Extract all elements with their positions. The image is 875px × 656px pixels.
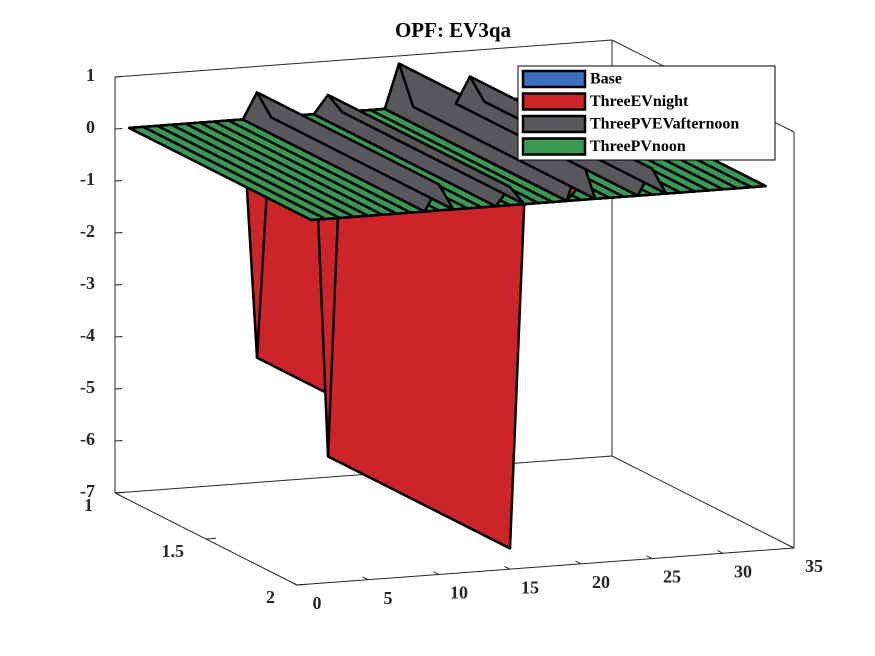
chart-title: OPF: EV3qa: [395, 18, 512, 42]
z-tick: [114, 335, 123, 338]
z-tick-label: -5: [80, 377, 95, 397]
z-tick-label: 0: [86, 117, 95, 137]
x-tick: [291, 581, 298, 586]
y-tick: [296, 583, 307, 586]
x-tick: [646, 555, 653, 560]
x-tick-label: 20: [592, 572, 610, 592]
z-tick: [114, 387, 123, 390]
z-tick: [114, 179, 123, 182]
z-tick: [114, 439, 123, 442]
x-tick-label: 5: [384, 588, 393, 608]
x-tick: [575, 560, 582, 565]
x-tick: [362, 576, 369, 581]
z-tick: [114, 127, 123, 130]
x-tick-label: 15: [521, 577, 539, 597]
z-tick: [114, 491, 123, 494]
z-tick: [114, 231, 123, 234]
y-tick: [205, 537, 216, 540]
axis-line: [296, 547, 795, 586]
legend-label: ThreeEVnight: [590, 93, 689, 110]
z-tick: [114, 283, 123, 286]
z-tick-label: -2: [80, 221, 95, 241]
y-tick-label: 2: [266, 587, 275, 607]
y-tick-label: 1.5: [162, 541, 185, 561]
axis-line: [114, 39, 613, 78]
ribbon-face: [326, 93, 526, 206]
x-tick-label: 0: [313, 593, 322, 613]
z-tick-label: -6: [80, 429, 95, 449]
legend-label: ThreePVnoon: [590, 138, 686, 155]
z-tick-label: -7: [80, 481, 95, 501]
x-tick-label: 30: [734, 561, 752, 581]
z-tick-label: 1: [86, 65, 95, 85]
legend-swatch: [521, 92, 587, 111]
y-tick-label: 1: [84, 495, 93, 515]
x-tick: [433, 571, 440, 575]
x-tick-label: 25: [663, 567, 681, 587]
x-tick: [717, 550, 724, 554]
z-tick-label: -4: [80, 325, 95, 345]
legend-swatch: [521, 69, 587, 89]
legend-swatch: [521, 114, 587, 134]
legend-label: ThreePVEVafternoon: [590, 116, 739, 133]
x-tick-label: 35: [805, 556, 823, 576]
z-tick-label: -1: [80, 169, 95, 189]
z-tick: [114, 75, 123, 78]
legend-swatch: [521, 137, 587, 156]
x-tick: [788, 544, 795, 549]
axis-line: [611, 455, 795, 549]
legend-label: Base: [590, 71, 622, 88]
x-tick: [504, 565, 511, 570]
x-tick-label: 10: [450, 583, 468, 603]
legend: Base ThreeEVnight ThreePVEVafternoon ThreeP…: [517, 65, 776, 161]
ribbon-face: [255, 91, 455, 211]
z-tick-label: -3: [80, 273, 95, 293]
